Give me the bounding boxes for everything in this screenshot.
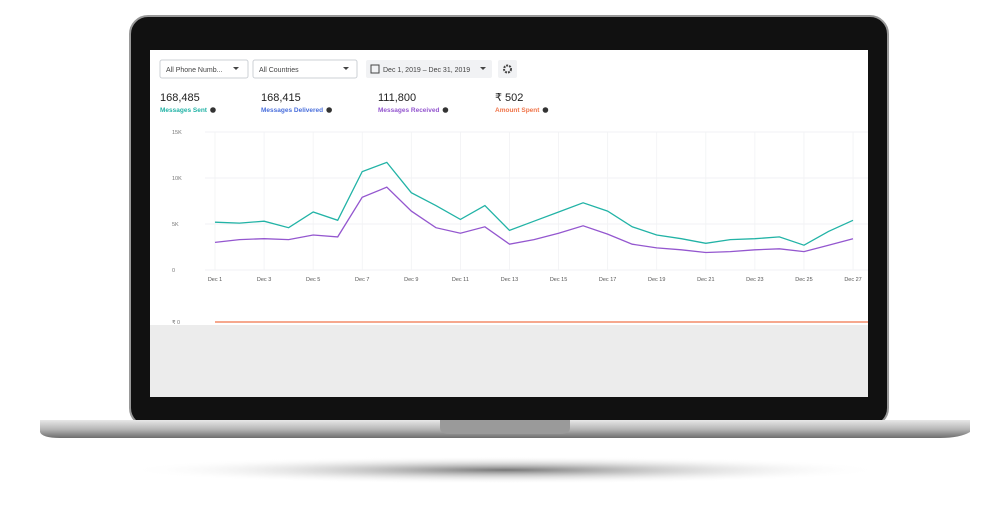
y-tick-label: 10K xyxy=(172,176,182,182)
metric-value: 111,800 xyxy=(378,92,416,104)
info-icon xyxy=(326,107,332,113)
y-tick-label: 15K xyxy=(172,130,182,136)
y-tick-label: 5K xyxy=(172,222,179,228)
x-tick-label: Dec 13 xyxy=(501,277,518,283)
metric-value: ₹ 502 xyxy=(495,92,523,104)
settings-button[interactable] xyxy=(498,60,517,78)
y-tick-label: ₹ 0 xyxy=(172,319,180,326)
series-line xyxy=(214,186,854,254)
x-tick-label: Dec 21 xyxy=(697,277,714,283)
calendar-icon xyxy=(370,64,380,74)
phone-select-text: All Phone Numb... xyxy=(166,67,222,74)
info-icon xyxy=(542,107,549,113)
dropdown-arrow xyxy=(480,67,486,70)
info-icon xyxy=(210,107,216,113)
x-tick-label: Dec 17 xyxy=(599,277,616,283)
metric-value: 168,415 xyxy=(261,92,301,104)
phone-select[interactable] xyxy=(159,59,249,79)
x-tick-label: Dec 3 xyxy=(257,277,271,283)
x-tick-label: Dec 11 xyxy=(452,277,469,283)
dropdown-arrow xyxy=(233,67,239,70)
metric-label: Messages Delivered xyxy=(261,107,323,114)
plot: 0 5K 10K 15K Dec 1 Dec 3 Dec 5 Dec 7 Dec 9 Dec 11… xyxy=(172,130,868,326)
x-tick-label: Dec 15 xyxy=(550,277,567,283)
y-tick-label: 0 xyxy=(172,268,175,274)
metrics: 168,485 Messages Sent 168,415 Messages Deli… xyxy=(160,92,549,114)
gear-icon xyxy=(503,64,512,74)
filters: All Phone Numb... All Countries Dec 1, 2… xyxy=(159,59,517,79)
x-tick-label: Dec 7 xyxy=(355,277,369,283)
series-line xyxy=(214,161,854,246)
x-tick-label: Dec 19 xyxy=(648,277,665,283)
notch xyxy=(440,420,570,434)
country-select[interactable] xyxy=(252,59,358,79)
info-icon xyxy=(442,107,449,113)
shadow xyxy=(125,456,885,484)
x-tick-label: Dec 5 xyxy=(306,277,320,283)
country-select-text: All Countries xyxy=(259,67,299,74)
metric-label: Amount Spent xyxy=(495,107,540,114)
screen-footer xyxy=(150,325,868,397)
dropdown-arrow xyxy=(343,67,349,70)
x-tick-label: Dec 23 xyxy=(746,277,763,283)
metric-value: 168,485 xyxy=(160,92,200,104)
metric-label: Messages Sent xyxy=(160,107,208,114)
date-select-text: Dec 1, 2019 – Dec 31, 2019 xyxy=(383,67,470,74)
x-tick-label: Dec 1 xyxy=(208,277,222,283)
metric-label: Messages Received xyxy=(378,107,439,114)
x-tick-label: Dec 25 xyxy=(795,277,812,283)
x-tick-label: Dec 9 xyxy=(404,277,418,283)
x-tick-label: Dec 27 xyxy=(844,277,861,283)
date-select[interactable] xyxy=(366,60,492,78)
